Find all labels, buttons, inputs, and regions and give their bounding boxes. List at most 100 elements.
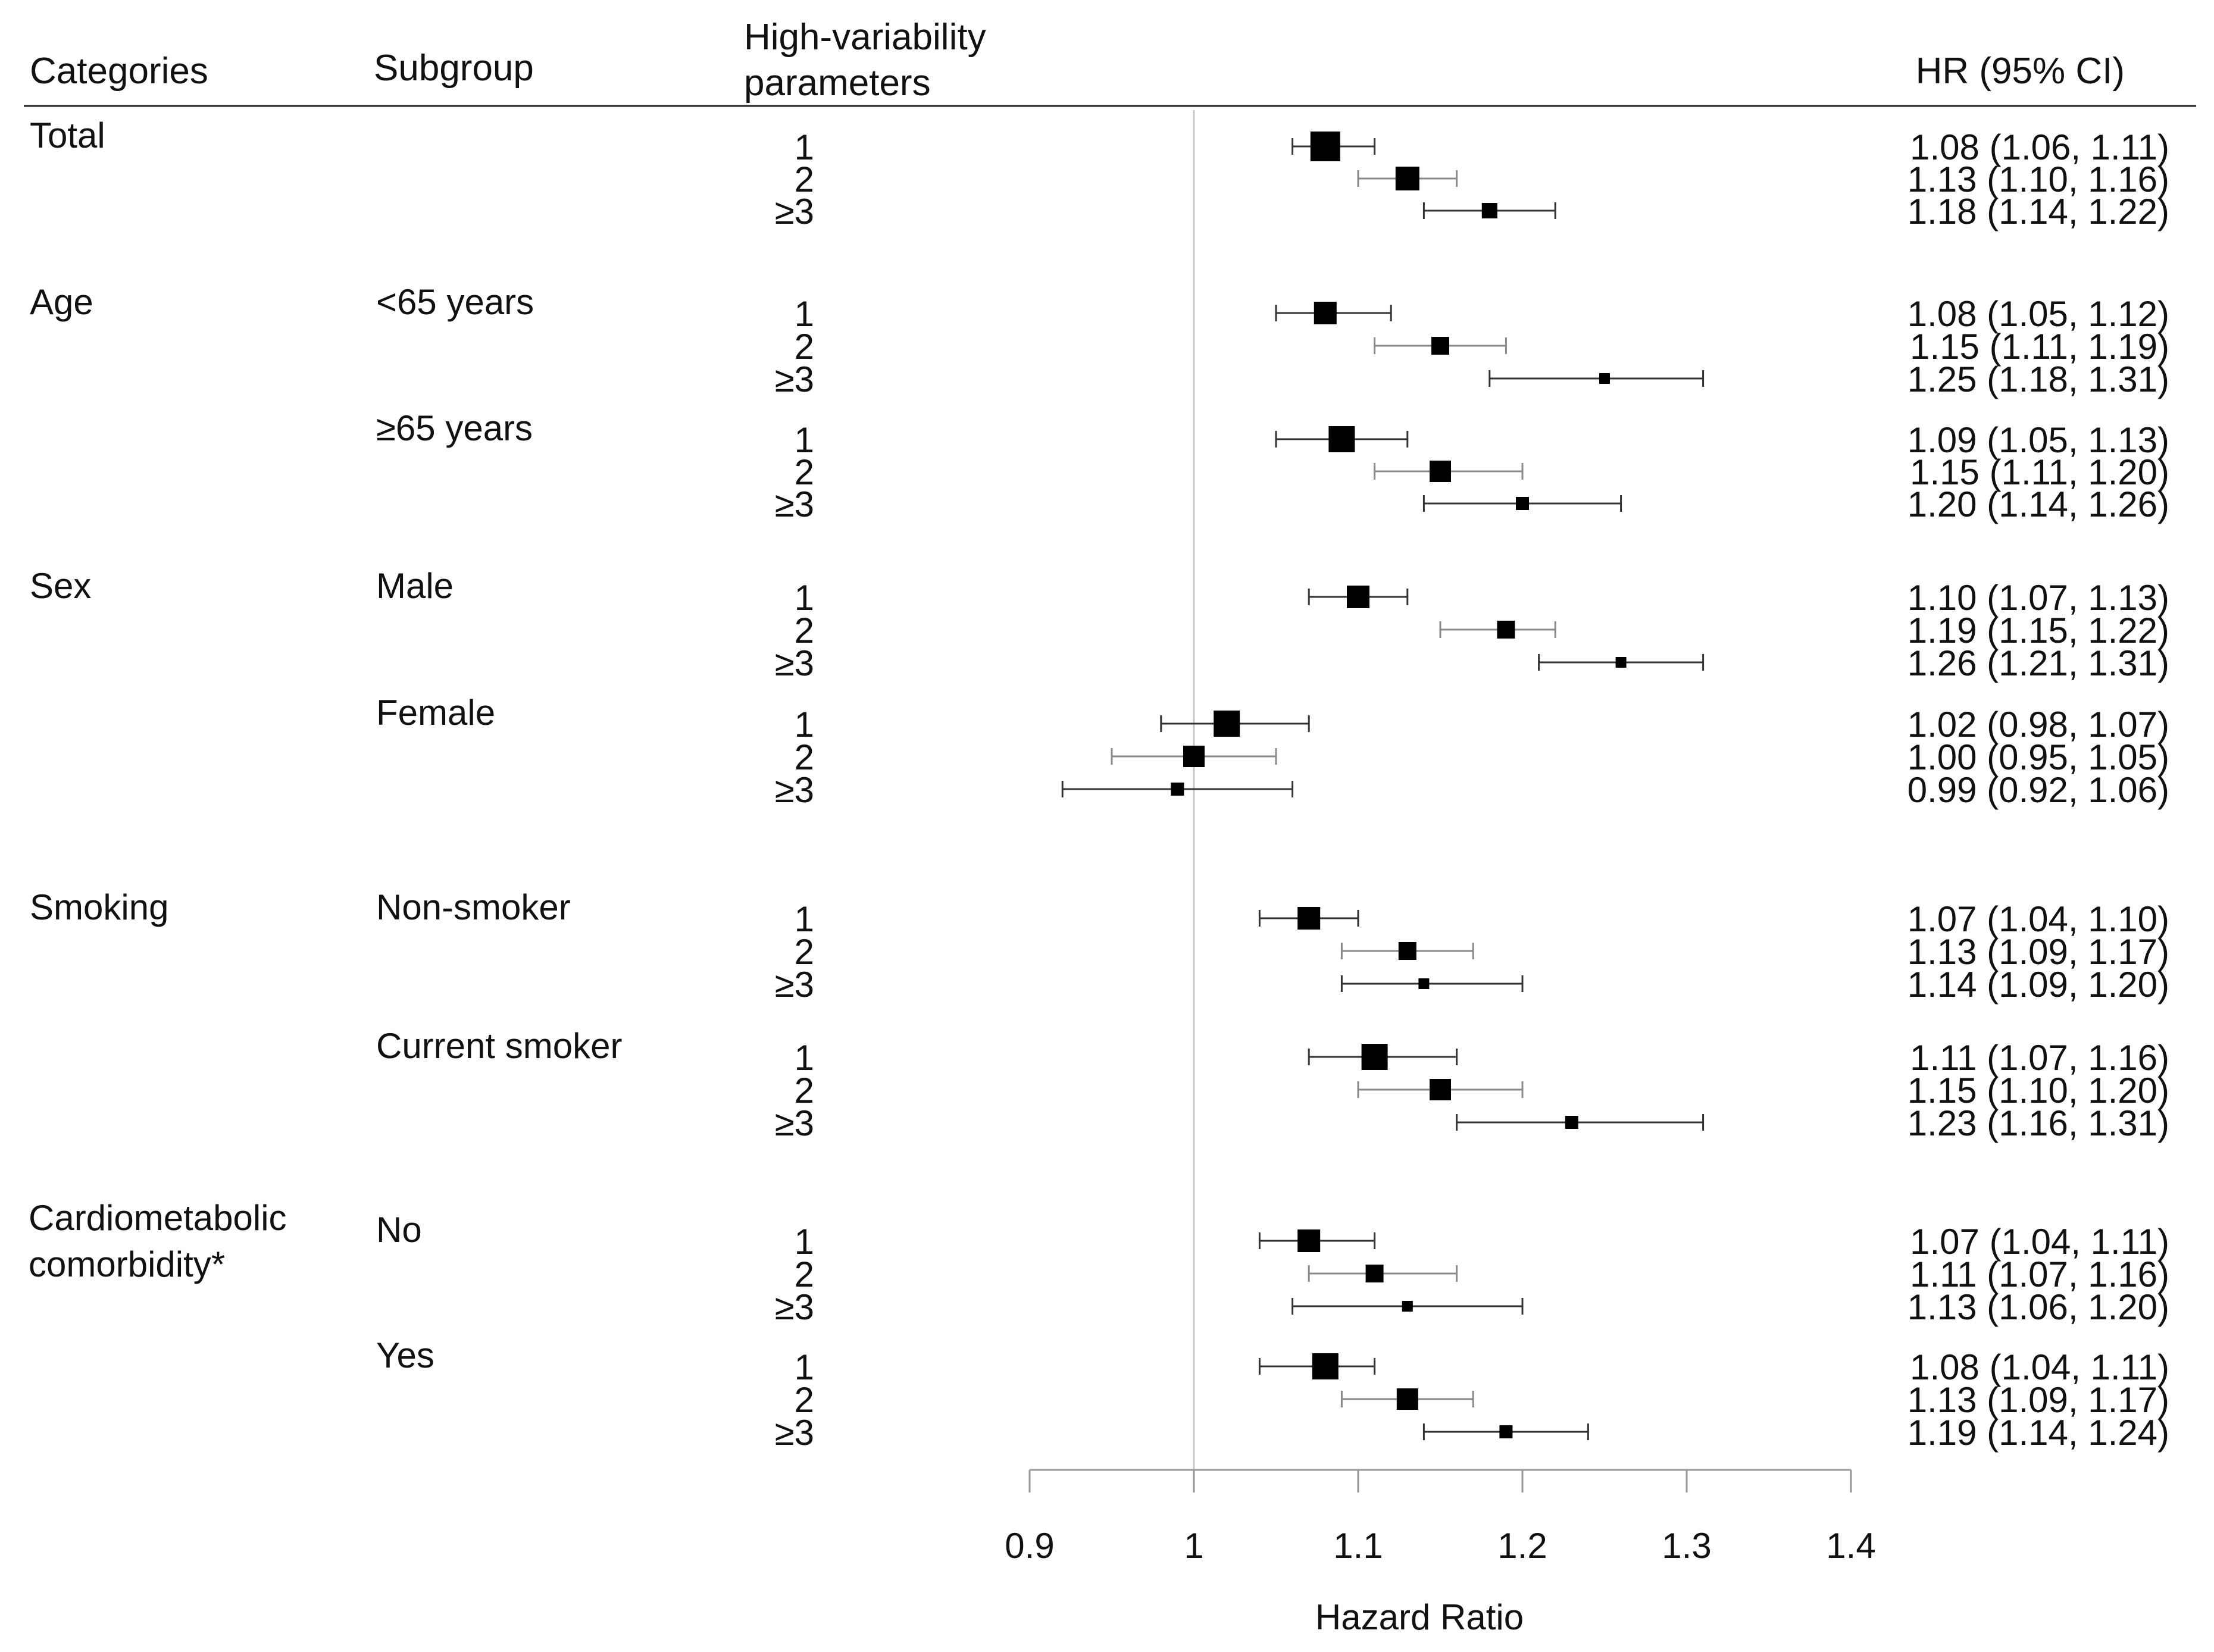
level-label: 2	[795, 932, 814, 972]
level-label: ≥3	[775, 770, 814, 810]
hr-ci-label: 1.25 (1.18, 1.31)	[1907, 359, 2169, 399]
hr-estimate-point	[1431, 337, 1449, 355]
hr-ci-label: 1.13 (1.09, 1.17)	[1907, 1380, 2169, 1420]
hr-estimate-point	[1310, 132, 1340, 161]
hr-estimate-point	[1328, 426, 1355, 452]
hr-ci-label: 1.15 (1.11, 1.19)	[1910, 327, 2169, 367]
subgroup-label: Current smoker	[376, 1026, 622, 1066]
hr-ci-label: 1.11 (1.07, 1.16)	[1910, 1254, 2169, 1294]
hr-estimate-point	[1418, 978, 1430, 989]
subgroup-label: <65 years	[376, 282, 534, 322]
level-label: ≥3	[775, 484, 814, 524]
hr-ci-label: 1.10 (1.07, 1.13)	[1907, 578, 2169, 618]
x-tick-label: 1	[1184, 1526, 1203, 1566]
level-label: ≥3	[775, 965, 814, 1005]
x-tick-label: 1.3	[1662, 1526, 1711, 1566]
x-tick-label: 1.4	[1826, 1526, 1875, 1566]
level-label: 2	[795, 737, 814, 777]
hr-estimate-point	[1499, 1425, 1513, 1438]
x-tick-label: 0.9	[1005, 1526, 1054, 1566]
level-label: 1	[795, 127, 814, 167]
level-label: 1	[795, 1038, 814, 1078]
hr-estimate-point	[1516, 497, 1529, 510]
hr-ci-label: 1.14 (1.09, 1.20)	[1907, 965, 2169, 1005]
hr-estimate-point	[1497, 621, 1515, 639]
header-subgroup: Subgroup	[374, 48, 534, 89]
hr-ci-label: 1.07 (1.04, 1.10)	[1907, 899, 2169, 939]
hr-ci-label: 0.99 (0.92, 1.06)	[1907, 770, 2169, 810]
header-categories: Categories	[30, 51, 208, 92]
level-label: 2	[795, 1380, 814, 1420]
hr-ci-label: 1.26 (1.21, 1.31)	[1907, 643, 2169, 683]
hr-estimate-point	[1396, 1388, 1418, 1410]
hr-estimate-point	[1398, 942, 1416, 960]
hr-estimate-point	[1430, 461, 1451, 482]
subgroup-label: ≥65 years	[376, 408, 533, 448]
header-params-line1: High-variability	[744, 17, 986, 58]
level-label: ≥3	[775, 1103, 814, 1143]
level-label: 1	[795, 420, 814, 460]
hr-ci-label: 1.07 (1.04, 1.11)	[1910, 1222, 2169, 1262]
hr-ci-label: 1.00 (0.95, 1.05)	[1907, 737, 2169, 777]
hr-ci-label: 1.20 (1.14, 1.26)	[1907, 484, 2169, 524]
hr-estimate-point	[1402, 1301, 1413, 1312]
level-label: ≥3	[775, 192, 814, 231]
hr-estimate-point	[1312, 1353, 1339, 1379]
subgroup-label: Yes	[376, 1335, 434, 1375]
subgroup-label: Male	[376, 566, 454, 606]
level-label: 1	[795, 1222, 814, 1262]
x-axis-ticks: 0.9 1 1.1 1.2 1.3 1.4	[1005, 1470, 1876, 1566]
category-label: Total	[30, 115, 105, 155]
level-label: 2	[795, 327, 814, 367]
hr-ci-label: 1.23 (1.16, 1.31)	[1907, 1103, 2169, 1143]
hr-estimate-point	[1599, 373, 1610, 384]
hr-ci-label: 1.15 (1.11, 1.20)	[1910, 452, 2169, 492]
hr-ci-label: 1.13 (1.06, 1.20)	[1907, 1287, 2169, 1327]
hr-estimate-point	[1365, 1265, 1384, 1282]
subgroup-label: Female	[376, 693, 495, 733]
hr-estimate-point	[1171, 783, 1184, 796]
hr-ci-label: 1.15 (1.10, 1.20)	[1907, 1071, 2169, 1110]
x-tick-label: 1.1	[1333, 1526, 1383, 1566]
hr-ci-label: 1.09 (1.05, 1.13)	[1907, 420, 2169, 460]
hr-estimate-point	[1395, 167, 1419, 190]
hr-estimate-point	[1183, 746, 1205, 767]
hr-ci-label: 1.02 (0.98, 1.07)	[1907, 705, 2169, 744]
hr-ci-label: 1.08 (1.06, 1.11)	[1910, 127, 2169, 167]
x-tick-label: 1.2	[1497, 1526, 1547, 1566]
hr-estimate-point	[1430, 1079, 1451, 1100]
level-label: 2	[795, 1254, 814, 1294]
hr-ci-label: 1.08 (1.05, 1.12)	[1907, 294, 2169, 334]
level-label: ≥3	[775, 1287, 814, 1327]
hr-labels: 1.08 (1.06, 1.11)1.13 (1.10, 1.16)1.18 (…	[1907, 127, 2169, 1453]
hr-ci-label: 1.19 (1.14, 1.24)	[1907, 1413, 2169, 1453]
hr-ci-label: 1.18 (1.14, 1.22)	[1907, 192, 2169, 231]
level-label: 1	[795, 1347, 814, 1387]
level-label: 2	[795, 452, 814, 492]
level-label: ≥3	[775, 359, 814, 399]
level-label: 2	[795, 1071, 814, 1110]
level-label: 1	[795, 578, 814, 618]
hr-estimate-point	[1347, 586, 1369, 608]
subgroup-label: No	[376, 1210, 422, 1250]
category-label: Smoking	[30, 887, 168, 927]
hr-ci-label: 1.08 (1.04, 1.11)	[1910, 1347, 2169, 1387]
level-label: ≥3	[775, 643, 814, 683]
level-label: 1	[795, 294, 814, 334]
level-label: ≥3	[775, 1413, 814, 1453]
hr-estimate-point	[1565, 1116, 1578, 1129]
hr-estimate-point	[1297, 1229, 1321, 1252]
hr-ci-label: 1.13 (1.10, 1.16)	[1907, 159, 2169, 199]
x-axis-label: Hazard Ratio	[1315, 1597, 1524, 1637]
estimate-marks	[1061, 132, 1705, 1440]
level-label: 2	[795, 611, 814, 650]
level-label: 2	[795, 159, 814, 199]
hr-estimate-point	[1297, 907, 1321, 930]
subgroup-label: Non-smoker	[376, 887, 571, 927]
hr-estimate-point	[1314, 302, 1337, 324]
hr-ci-label: 1.11 (1.07, 1.16)	[1910, 1038, 2169, 1078]
hr-estimate-point	[1214, 711, 1240, 737]
hr-estimate-point	[1481, 203, 1497, 218]
